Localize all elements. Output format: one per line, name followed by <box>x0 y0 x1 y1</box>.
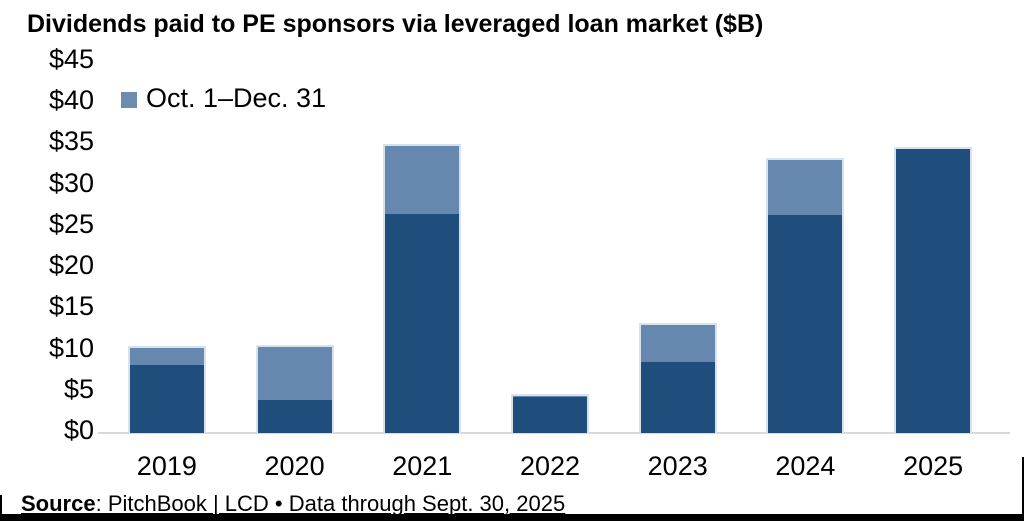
source-label: Source <box>21 491 96 516</box>
bar-group-2025 <box>894 146 973 433</box>
y-tick-label: $5 <box>63 373 94 404</box>
bar-segment-jan1-sept30 <box>255 400 334 433</box>
y-tick-label: $10 <box>48 332 94 363</box>
legend: Oct. 1–Dec. 31 <box>121 83 326 114</box>
right-edge-line <box>1022 457 1024 521</box>
y-tick-label: $45 <box>48 44 94 74</box>
bar-segment-oct1-dec31 <box>255 344 334 401</box>
y-tick-label: $35 <box>48 126 94 157</box>
y-tick-label: $15 <box>48 291 94 322</box>
source-line: Source: PitchBook | LCD • Data through S… <box>21 491 565 517</box>
bar-segment-jan1-sept30 <box>638 362 717 433</box>
bar-group-2022 <box>511 394 589 433</box>
legend-label: Oct. 1–Dec. 31 <box>146 83 327 113</box>
source-text: : PitchBook | LCD • Data through Sept. 3… <box>95 491 566 516</box>
bar-segment-oct1-dec31 <box>766 158 845 216</box>
bar-group-2024 <box>766 158 845 433</box>
x-tick-label: 2019 <box>136 451 197 481</box>
bar-segment-jan1-sept30 <box>766 215 845 433</box>
chart-title: Dividends paid to PE sponsors via levera… <box>27 10 764 38</box>
bottom-border-bar <box>0 514 1024 521</box>
x-tick-label: 2023 <box>647 451 708 481</box>
y-tick-label: $40 <box>48 85 94 116</box>
x-tick-label: 2025 <box>903 451 964 481</box>
y-tick-label: $25 <box>48 208 94 239</box>
x-tick-label: 2022 <box>519 451 581 481</box>
y-tick-label: $0 <box>63 415 94 445</box>
y-tick-label: $30 <box>48 167 94 198</box>
bar-segment-oct1-dec31 <box>383 144 462 214</box>
bar-group-2020 <box>255 344 334 433</box>
bar-segment-oct1-dec31 <box>127 346 206 365</box>
bar-group-2019 <box>127 346 206 433</box>
x-axis-line <box>98 432 1010 434</box>
bar-segment-oct1-dec31 <box>511 394 589 397</box>
bar-segment-jan1-sept30 <box>127 364 206 433</box>
bar-segment-jan1-sept30 <box>511 396 589 433</box>
bar-group-2023 <box>638 322 717 433</box>
x-tick-label: 2024 <box>775 451 836 481</box>
x-tick-label: 2020 <box>264 451 325 481</box>
legend-swatch-icon <box>121 91 137 108</box>
bar-segment-oct1-dec31 <box>638 322 717 363</box>
bar-group-2021 <box>383 144 462 433</box>
bar-segment-jan1-sept30 <box>383 213 462 433</box>
x-tick-label: 2021 <box>392 451 453 481</box>
bar-segment-jan1-sept30 <box>894 146 973 433</box>
y-tick-label: $20 <box>48 250 94 281</box>
left-edge-line <box>0 495 2 521</box>
